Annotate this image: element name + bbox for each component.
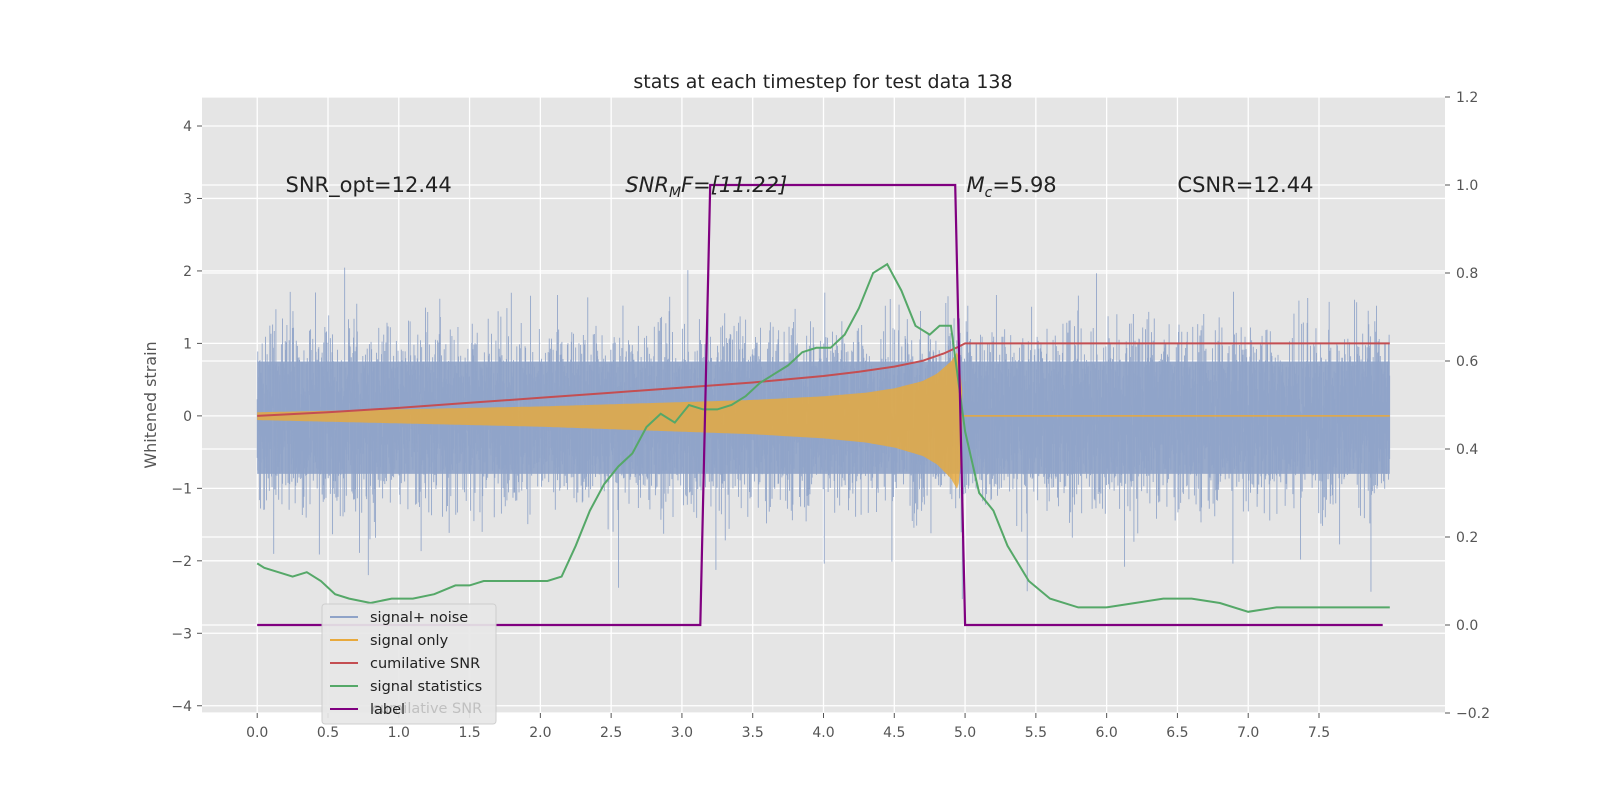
y-axis-label: Whitened strain <box>141 341 160 468</box>
y2-tick-label: 0.2 <box>1456 530 1478 546</box>
x-tick-label: 4.0 <box>812 725 834 741</box>
y2-tick-label: −0.2 <box>1456 706 1490 722</box>
signal-only-series <box>257 352 963 489</box>
y-tick-label: 2 <box>183 264 192 280</box>
x-tick-label: 5.5 <box>1025 725 1047 741</box>
y-tick-label: 3 <box>183 191 192 207</box>
x-tick-label: 2.0 <box>529 725 551 741</box>
annotation-sub: c <box>985 185 993 201</box>
y-axis-left: 4 3 2 1 0 −1 −2 −3 −4 <box>171 119 202 715</box>
x-tick-label: 7.0 <box>1237 725 1259 741</box>
chart-title: stats at each timestep for test data 138 <box>633 71 1012 93</box>
plot-area <box>256 183 1391 627</box>
annotation-main: SNR <box>625 173 669 197</box>
x-tick-label: 3.0 <box>671 725 693 741</box>
legend-box <box>321 603 497 725</box>
annotation-rest: F=[11.22] <box>681 173 787 197</box>
y2-tick-label: 1.0 <box>1456 178 1478 194</box>
y-tick-label: 4 <box>183 119 192 135</box>
y-axis-right: 1.2 1.0 0.8 0.6 0.4 0.2 0.0 −0.2 <box>1445 90 1490 722</box>
legend-entry: label <box>370 702 405 718</box>
x-tick-label: 1.5 <box>458 725 480 741</box>
annotation-sub: M <box>669 185 681 201</box>
y2-tick-label: 0.0 <box>1456 618 1478 634</box>
y-tick-label: −4 <box>171 699 192 715</box>
legend-entry: cumilative SNR <box>370 656 480 672</box>
annotation: CSNR=12.44 <box>1177 173 1313 197</box>
y-tick-label: 1 <box>183 336 192 352</box>
x-tick-label: 7.5 <box>1308 725 1330 741</box>
x-tick-label: 6.5 <box>1166 725 1188 741</box>
y-tick-label: −1 <box>171 481 192 497</box>
signal-statistics-series <box>256 262 1390 613</box>
legend-entry: signal only <box>370 633 449 649</box>
annotation: Mc=5.98 <box>966 173 1056 201</box>
legend-entry: signal statistics <box>370 679 482 695</box>
annotation: SNRMF=[11.22] <box>625 173 787 201</box>
annotation-rest: =5.98 <box>992 173 1056 197</box>
y-tick-label: 0 <box>183 409 192 425</box>
y2-tick-label: 0.8 <box>1456 266 1478 282</box>
y2-tick-label: 0.4 <box>1456 442 1478 458</box>
x-tick-label: 2.5 <box>600 725 622 741</box>
annotations: SNR_opt=12.44 SNRMF=[11.22] Mc=5.98 CSNR=12… <box>286 173 1314 201</box>
x-tick-label: 0.5 <box>317 725 339 741</box>
x-tick-label: 1.0 <box>388 725 410 741</box>
legend: cumilative SNR signal+ noise signal only cu… <box>321 603 497 725</box>
cumulative-snr-series <box>257 342 1390 417</box>
x-tick-label: 6.0 <box>1096 725 1118 741</box>
annotation-main: M <box>966 173 984 197</box>
x-tick-label: 5.0 <box>954 725 976 741</box>
y-tick-label: −2 <box>171 554 192 570</box>
x-tick-label: 0.0 <box>246 725 268 741</box>
annotation: SNR_opt=12.44 <box>286 173 452 198</box>
y2-tick-label: 1.2 <box>1456 90 1478 106</box>
legend-ghost-text: cumilative SNR <box>372 701 482 717</box>
y2-tick-label: 0.6 <box>1456 354 1478 370</box>
label-series <box>257 183 1383 627</box>
x-tick-label: 3.5 <box>742 725 764 741</box>
legend-entry: signal+ noise <box>370 610 468 626</box>
x-tick-label: 4.5 <box>883 725 905 741</box>
x-axis: 0.0 0.5 1.0 1.5 2.0 2.5 3.0 3.5 4.0 4.5 5.0 5.5 6.0 6… <box>246 713 1330 741</box>
y-tick-label: −3 <box>171 626 192 642</box>
